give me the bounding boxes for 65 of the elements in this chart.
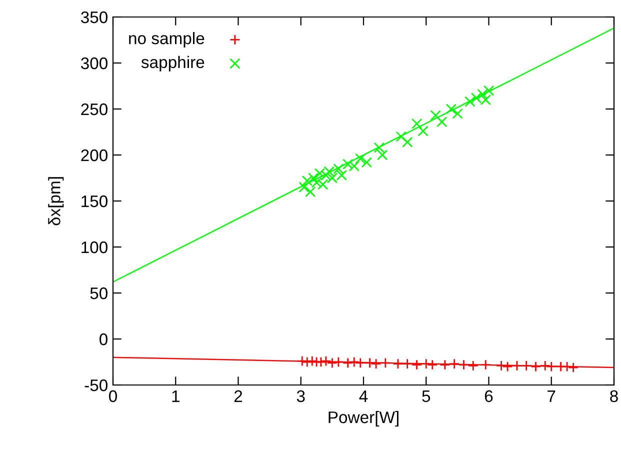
point (418, 126, 428, 136)
point (355, 358, 366, 368)
point (361, 157, 372, 168)
point (317, 179, 328, 190)
point (376, 150, 388, 160)
x-tick-label: 5 (422, 390, 430, 402)
point (568, 362, 579, 373)
y-tick-label: 150 (82, 195, 108, 208)
point (304, 186, 316, 198)
point (448, 358, 460, 370)
point (464, 96, 476, 107)
y-tick-label: -50 (84, 379, 108, 392)
y-tick-label: 200 (81, 149, 108, 162)
point (436, 116, 448, 128)
x-axis-title: Power[W] (328, 410, 398, 426)
point (348, 160, 360, 172)
y-tick-label: 50 (90, 287, 108, 300)
point (402, 358, 413, 370)
y-axis-title: δx[pm] (48, 177, 64, 226)
point (477, 88, 488, 100)
point (483, 85, 494, 96)
point (374, 142, 385, 153)
point (480, 359, 491, 370)
point (502, 361, 513, 372)
x-tick-label: 8 (610, 390, 618, 402)
x-tick-label: 0 (109, 390, 117, 402)
x-tick-label: 7 (548, 390, 556, 402)
point (411, 118, 422, 130)
point (512, 360, 522, 372)
legend-label: sapphire (141, 56, 204, 72)
y-tick-label: 0 (100, 333, 108, 346)
x-tick-label: 6 (484, 390, 493, 402)
y-tick-label: 250 (81, 103, 108, 116)
point (355, 153, 366, 164)
point (402, 136, 413, 148)
point (427, 359, 438, 370)
point (342, 158, 354, 170)
point (530, 361, 542, 372)
point (446, 104, 457, 114)
point (392, 358, 404, 370)
y-tick-label: 350 (80, 11, 108, 24)
point (440, 359, 450, 370)
point (302, 356, 312, 368)
x-tick-label: 1 (172, 390, 180, 402)
point (546, 361, 557, 372)
x-tick-label: 4 (359, 390, 368, 402)
point (370, 358, 382, 370)
point (430, 110, 441, 121)
point (342, 358, 354, 368)
point (326, 358, 338, 368)
point (452, 108, 463, 119)
x-tick-label: 3 (296, 390, 305, 402)
legend-label: no sample (129, 32, 204, 48)
x-tick-label: 2 (234, 390, 242, 402)
point (540, 360, 550, 372)
y-tick-label: 100 (82, 241, 108, 254)
point (308, 172, 319, 184)
point (468, 360, 478, 372)
point (320, 170, 332, 181)
point (298, 182, 310, 193)
point (320, 356, 332, 366)
y-tick-label: 300 (80, 57, 108, 70)
point (396, 131, 406, 142)
point (411, 359, 422, 370)
point (458, 359, 470, 370)
